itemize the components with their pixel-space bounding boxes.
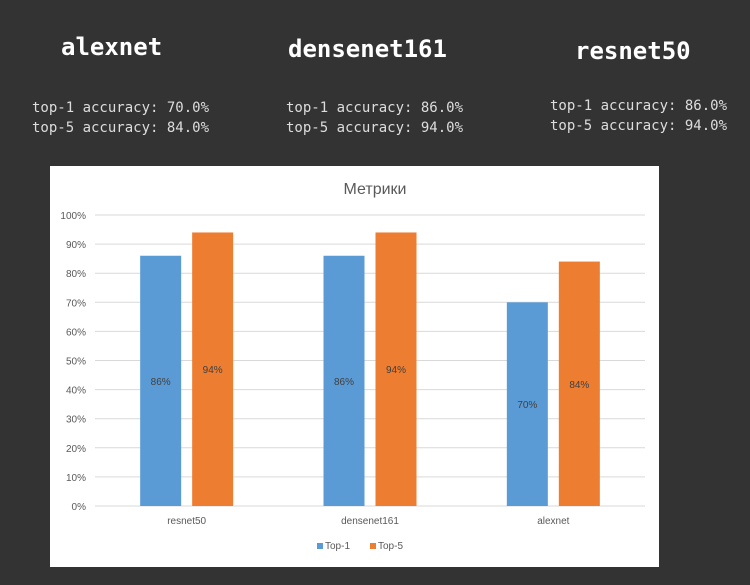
data-label: 94% — [386, 365, 406, 376]
model-name: densenet161 — [288, 35, 447, 63]
top1-accuracy: top-1 accuracy: 70.0% — [32, 100, 210, 116]
data-label: 86% — [334, 377, 354, 388]
bar-top-1-resnet50 — [140, 255, 182, 506]
bar-top-5-alexnet — [558, 261, 600, 506]
top5-accuracy: top-5 accuracy: 94.0% — [550, 118, 728, 134]
bar-top-5-densenet161 — [375, 232, 417, 506]
y-tick-label: 50% — [66, 357, 86, 368]
y-tick-label: 70% — [66, 298, 86, 309]
top1-accuracy: top-1 accuracy: 86.0% — [286, 100, 464, 116]
data-label: 70% — [517, 400, 537, 411]
bar-top-1-alexnet — [506, 302, 548, 506]
model-name: alexnet — [61, 33, 163, 61]
metrics-chart: Метрики 0% 10% 20% 30% 40% 50% 60% 70% 80% 90% 100%… — [50, 166, 659, 567]
y-tick-label: 60% — [66, 327, 86, 338]
top5-accuracy: top-5 accuracy: 84.0% — [32, 120, 210, 136]
model-name: resnet50 — [575, 37, 691, 65]
y-tick-label: 30% — [66, 415, 86, 426]
chart-title: Метрики — [344, 181, 407, 198]
x-tick-label: alexnet — [537, 516, 569, 527]
data-label: 94% — [203, 365, 223, 376]
data-label: 86% — [151, 377, 171, 388]
legend-label: Top-5 — [378, 541, 403, 552]
x-tick-label: resnet50 — [167, 516, 206, 527]
x-tick-label: densenet161 — [341, 516, 399, 527]
top5-accuracy: top-5 accuracy: 94.0% — [286, 120, 464, 136]
y-tick-label: 40% — [66, 386, 86, 397]
y-tick-label: 100% — [60, 211, 86, 222]
y-tick-label: 80% — [66, 269, 86, 280]
chart-svg: Метрики 0% 10% 20% 30% 40% 50% 60% 70% 80% 90% 100%… — [60, 181, 645, 552]
legend-swatch — [370, 543, 376, 549]
y-tick-label: 20% — [66, 444, 86, 455]
y-tick-label: 0% — [72, 502, 87, 513]
y-tick-label: 90% — [66, 240, 86, 251]
legend-label: Top-1 — [325, 541, 350, 552]
bar-top-5-resnet50 — [192, 232, 234, 506]
top1-accuracy: top-1 accuracy: 86.0% — [550, 98, 728, 114]
data-label: 84% — [569, 380, 589, 391]
legend-swatch — [317, 543, 323, 549]
y-tick-label: 10% — [66, 473, 86, 484]
bar-top-1-densenet161 — [323, 255, 365, 506]
